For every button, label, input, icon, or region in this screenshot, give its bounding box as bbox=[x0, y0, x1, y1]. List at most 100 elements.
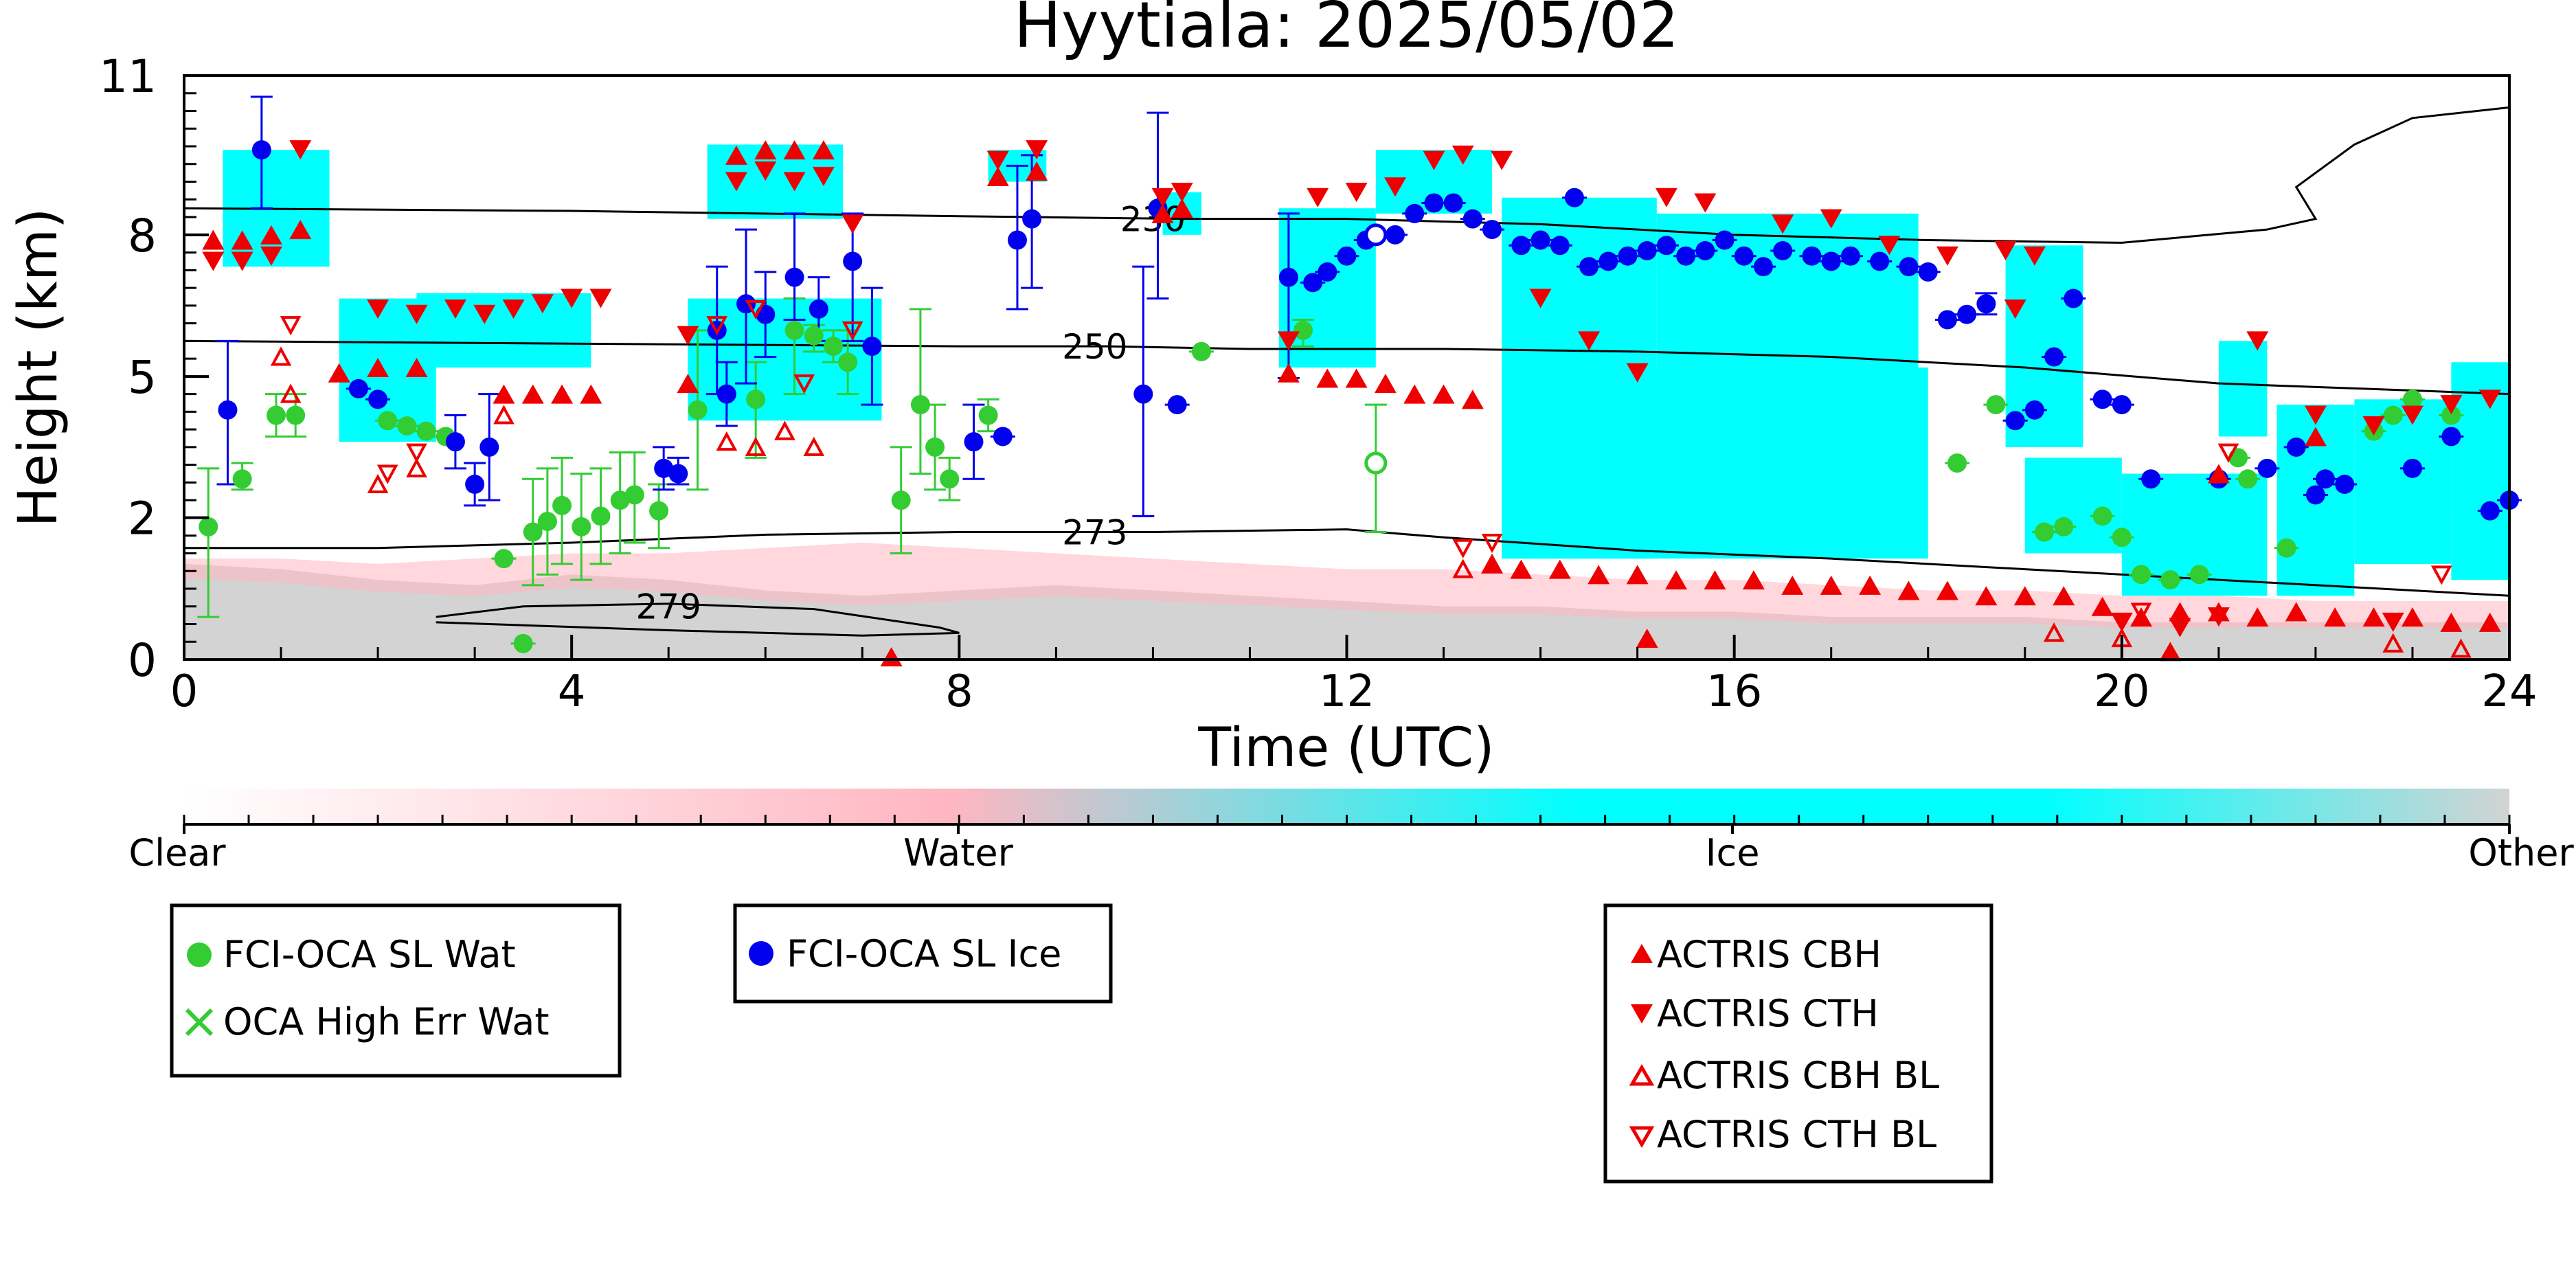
data-point bbox=[978, 405, 998, 425]
data-point bbox=[2316, 469, 2336, 489]
data-point bbox=[260, 246, 282, 266]
data-point bbox=[202, 229, 224, 249]
data-point bbox=[1588, 565, 1610, 585]
data-point bbox=[2159, 642, 2182, 662]
data-point bbox=[812, 140, 835, 160]
colorbar-label-clear: Clear bbox=[128, 831, 226, 874]
data-point bbox=[1704, 570, 1726, 590]
contour-label: 279 bbox=[635, 587, 701, 627]
data-point bbox=[2286, 437, 2306, 457]
data-point bbox=[232, 469, 252, 489]
data-point bbox=[891, 490, 911, 510]
data-point bbox=[589, 289, 612, 308]
x-tick-label: 12 bbox=[1319, 666, 1375, 717]
data-point bbox=[745, 436, 767, 456]
data-point bbox=[1715, 230, 1735, 250]
colorbar-label-ice: Ice bbox=[1706, 831, 1760, 874]
data-point bbox=[1318, 262, 1337, 282]
data-point bbox=[406, 457, 427, 477]
data-point bbox=[2112, 528, 2132, 547]
data-point bbox=[1307, 188, 1329, 207]
data-point bbox=[2110, 612, 2133, 632]
data-point bbox=[2013, 586, 2036, 606]
data-point bbox=[2480, 501, 2500, 521]
data-point bbox=[841, 214, 864, 234]
data-point bbox=[1742, 570, 1765, 590]
data-point bbox=[513, 633, 533, 653]
data-point bbox=[2169, 618, 2191, 637]
data-point bbox=[1443, 193, 1463, 213]
contour-279 bbox=[436, 602, 960, 637]
data-point bbox=[1374, 374, 1397, 394]
data-point bbox=[572, 517, 591, 536]
data-point bbox=[2304, 405, 2327, 425]
data-point bbox=[1626, 363, 1649, 383]
data-point bbox=[1277, 331, 1300, 351]
data-point bbox=[677, 326, 699, 346]
data-point bbox=[2023, 246, 2046, 266]
data-point bbox=[1007, 230, 1027, 250]
data-point bbox=[783, 172, 806, 192]
data-point bbox=[2207, 607, 2230, 627]
data-point bbox=[1947, 453, 1967, 473]
data-point bbox=[1481, 553, 1503, 573]
x-axis-label: Time (UTC) bbox=[1197, 717, 1494, 779]
y-tick-label: 5 bbox=[128, 351, 157, 404]
region-ice-block bbox=[1502, 368, 1928, 559]
data-point bbox=[754, 140, 777, 160]
data-point bbox=[2130, 602, 2152, 622]
contour-label: 273 bbox=[1062, 513, 1127, 553]
data-point bbox=[1772, 214, 1794, 234]
data-point bbox=[1511, 236, 1531, 256]
data-point bbox=[2035, 522, 2054, 542]
x-tick-label: 0 bbox=[170, 666, 199, 717]
data-point bbox=[1345, 183, 1368, 202]
legend-actris-box bbox=[1603, 903, 1993, 1184]
data-point bbox=[940, 469, 960, 489]
data-point bbox=[1424, 193, 1444, 213]
data-point bbox=[1656, 236, 1676, 256]
data-point bbox=[1167, 395, 1187, 415]
data-point bbox=[405, 358, 428, 377]
data-point bbox=[2043, 622, 2065, 642]
y-tick-label: 11 bbox=[99, 50, 157, 103]
data-point bbox=[1820, 575, 1842, 595]
data-point bbox=[551, 384, 574, 404]
data-point bbox=[1957, 304, 1977, 324]
data-point bbox=[1637, 241, 1657, 260]
data-point bbox=[1694, 193, 1717, 213]
data-point bbox=[367, 473, 389, 493]
data-point bbox=[1937, 310, 1957, 330]
legend-water-box bbox=[170, 903, 622, 1078]
data-point bbox=[1579, 257, 1599, 277]
cloud-classification-background bbox=[184, 144, 2509, 659]
data-point bbox=[964, 432, 984, 452]
data-point bbox=[2054, 517, 2074, 536]
data-point bbox=[270, 346, 292, 366]
data-point bbox=[2362, 416, 2385, 436]
data-point bbox=[328, 363, 350, 383]
data-point bbox=[2441, 405, 2461, 425]
data-point bbox=[725, 172, 747, 192]
data-point bbox=[1151, 188, 1174, 207]
data-point bbox=[2005, 411, 2025, 431]
data-point bbox=[2335, 475, 2355, 494]
legend-ice-box bbox=[733, 903, 1113, 1004]
legend-cbh-label: ACTRIS CBH bbox=[1657, 933, 1882, 976]
data-point bbox=[1936, 246, 1958, 266]
data-point bbox=[610, 490, 630, 510]
legend-water: FCI-OCA SL Wat OCA High Err Wat bbox=[170, 903, 622, 1078]
y-tick-label: 2 bbox=[128, 493, 157, 545]
x-tick-label: 4 bbox=[558, 666, 586, 717]
data-point bbox=[348, 379, 368, 398]
colorbar-label-water: Water bbox=[903, 831, 1013, 874]
data-point bbox=[2401, 405, 2424, 425]
data-point bbox=[1975, 586, 1998, 606]
y-tick-label: 0 bbox=[128, 634, 157, 687]
data-point bbox=[784, 320, 804, 340]
data-point bbox=[1578, 331, 1601, 351]
contour-250 bbox=[183, 339, 2510, 396]
data-point bbox=[1510, 559, 1533, 579]
data-point bbox=[286, 405, 306, 425]
